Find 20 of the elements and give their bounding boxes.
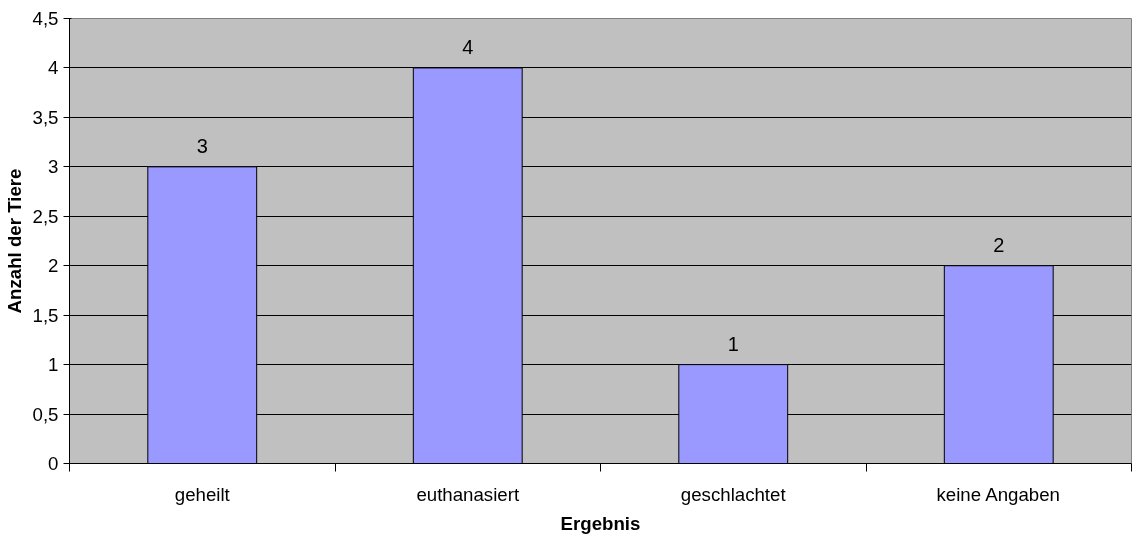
y-tick-label: 1,5	[32, 304, 59, 326]
y-tick-label: 2	[48, 255, 59, 277]
x-axis-title: Ergebnis	[560, 512, 641, 534]
y-tick-label: 0	[48, 453, 59, 474]
y-tick-label: 1	[48, 354, 59, 376]
y-tick-label: 2,5	[32, 205, 59, 227]
y-axis-title: Anzahl der Tiere	[3, 168, 25, 314]
x-tick-label: geschlachtet	[680, 483, 787, 505]
x-tick-label: keine Angaben	[936, 483, 1060, 505]
y-tick-label: 3,5	[32, 106, 59, 128]
data-label: 4	[462, 35, 474, 58]
y-tick-label: 3	[48, 156, 59, 178]
y-tick-label: 4,5	[32, 8, 59, 29]
x-tick-label: euthanasiert	[416, 483, 520, 505]
y-tick-label: 0,5	[32, 403, 59, 425]
data-label: 1	[727, 332, 739, 355]
x-tick-label: geheilt	[174, 483, 231, 505]
data-label: 3	[196, 134, 208, 157]
data-label: 2	[993, 233, 1005, 256]
y-tick-label: 4	[48, 57, 59, 79]
